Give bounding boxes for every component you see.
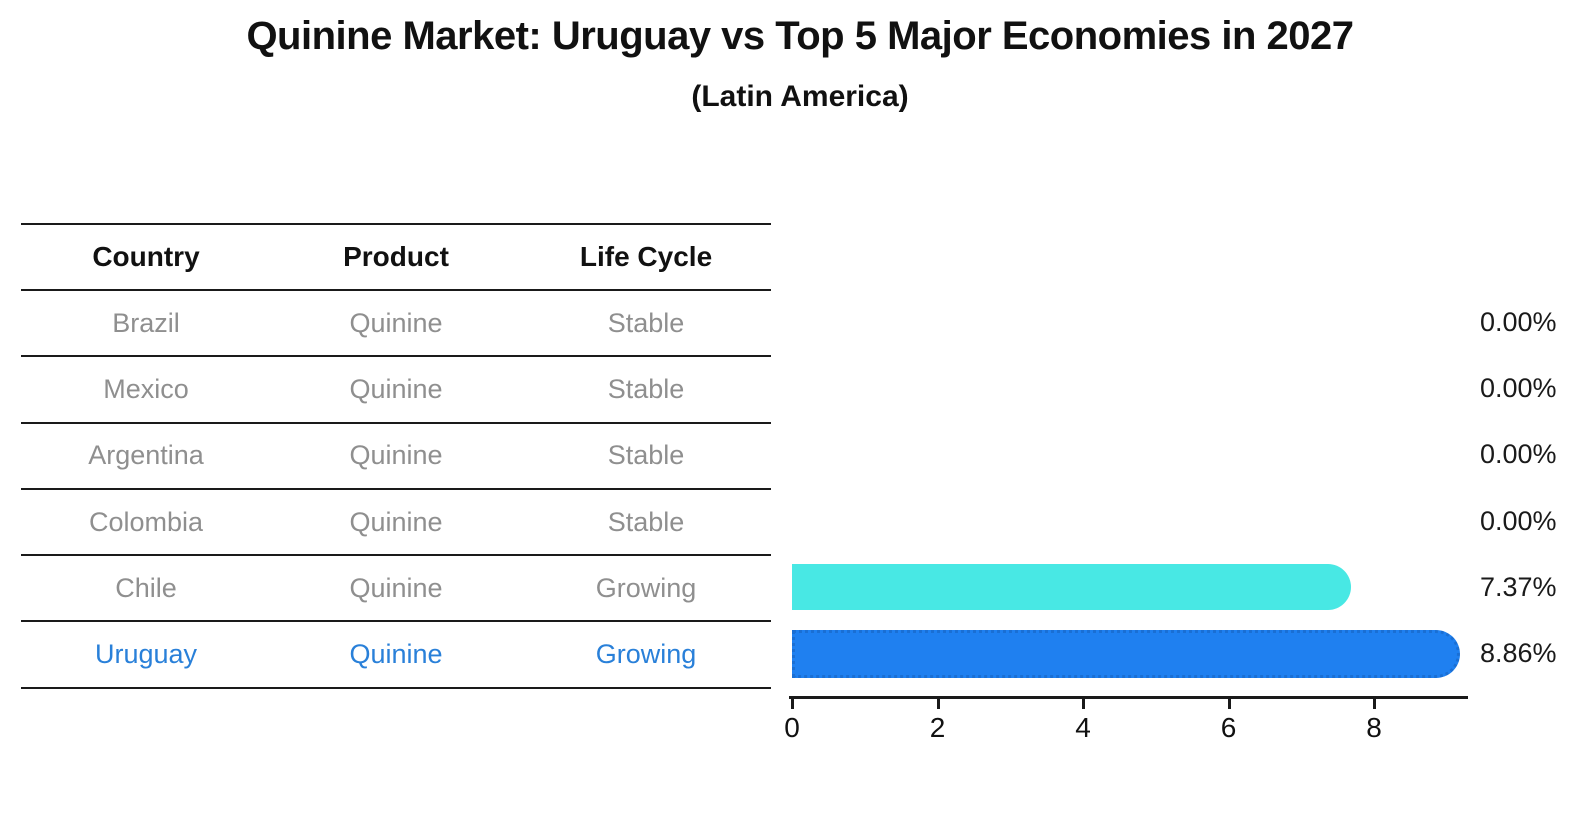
cell-country: Uruguay: [94, 639, 198, 670]
bar-uruguay-highlighted: [792, 629, 1460, 678]
value-label-uruguay: 8.86%: [1480, 638, 1557, 669]
table-row-brazil: Brazil Quinine Stable: [21, 291, 771, 358]
bar-plot-area: [792, 289, 1492, 687]
table-row-mexico: Mexico Quinine Stable: [21, 357, 771, 424]
bar-row-mexico: [792, 355, 1492, 421]
table-header-row: Country Product Life Cycle: [21, 225, 771, 291]
table-row-uruguay-highlighted: Uruguay Quinine Growing: [21, 622, 771, 689]
bar-row-uruguay: [792, 620, 1492, 686]
cell-product: Quinine: [349, 307, 443, 338]
value-label-chile: 7.37%: [1480, 571, 1557, 602]
bar-row-colombia: [792, 488, 1492, 554]
table-row-argentina: Argentina Quinine Stable: [21, 424, 771, 490]
value-label-brazil: 0.00%: [1480, 306, 1557, 337]
bar-row-argentina: [792, 422, 1492, 488]
cell-life-cycle: Stable: [607, 440, 685, 471]
cell-country: Mexico: [103, 373, 189, 404]
cell-product: Quinine: [349, 572, 443, 603]
cell-country: Argentina: [88, 440, 204, 471]
cell-product: Quinine: [349, 440, 443, 471]
x-axis-tick-mark: [936, 699, 940, 709]
chart-title: Quinine Market: Uruguay vs Top 5 Major E…: [246, 14, 1354, 58]
table-row-chile: Chile Quinine Growing: [21, 556, 771, 623]
x-axis-line: [789, 696, 1468, 699]
value-label-argentina: 0.00%: [1480, 439, 1557, 470]
cell-country: Colombia: [88, 506, 204, 537]
x-axis-tick-label: 0: [784, 712, 800, 743]
cell-country: Chile: [115, 572, 177, 603]
value-label-mexico: 0.00%: [1480, 372, 1557, 403]
cell-life-cycle: Growing: [595, 639, 697, 670]
x-axis-tick-label: 2: [929, 712, 946, 743]
cell-product: Quinine: [349, 639, 443, 670]
cell-life-cycle: Growing: [595, 572, 697, 603]
cell-country: Brazil: [112, 307, 180, 338]
table-row-colombia: Colombia Quinine Stable: [21, 490, 771, 557]
column-header-country: Country: [92, 241, 200, 272]
column-header-product: Product: [343, 241, 449, 272]
column-header-life-cycle: Life Cycle: [579, 241, 713, 272]
cell-product: Quinine: [349, 506, 443, 537]
bar-row-brazil: [792, 289, 1492, 355]
bar-chile: [792, 564, 1352, 611]
value-label-colombia: 0.00%: [1480, 505, 1557, 536]
cell-life-cycle: Stable: [607, 506, 685, 537]
x-axis-tick-label: 6: [1220, 712, 1237, 743]
x-axis-tick-mark: [1373, 699, 1376, 709]
cell-life-cycle: Stable: [607, 307, 685, 338]
country-table: Country Product Life Cycle Brazil Quinin…: [21, 223, 771, 689]
x-axis-tick-label: 8: [1366, 712, 1382, 743]
chart-subtitle: (Latin America): [691, 80, 909, 113]
x-axis-tick-mark: [1227, 699, 1231, 709]
x-axis-tick-label: 4: [1075, 712, 1091, 743]
x-axis-tick-mark: [1082, 699, 1085, 709]
cell-life-cycle: Stable: [607, 373, 685, 404]
bar-row-chile: [792, 554, 1492, 620]
value-label-column: 0.00% 0.00% 0.00% 0.00% 7.37% 8.86%: [1480, 289, 1557, 687]
cell-product: Quinine: [349, 373, 443, 404]
x-axis-tick-mark: [791, 699, 794, 709]
